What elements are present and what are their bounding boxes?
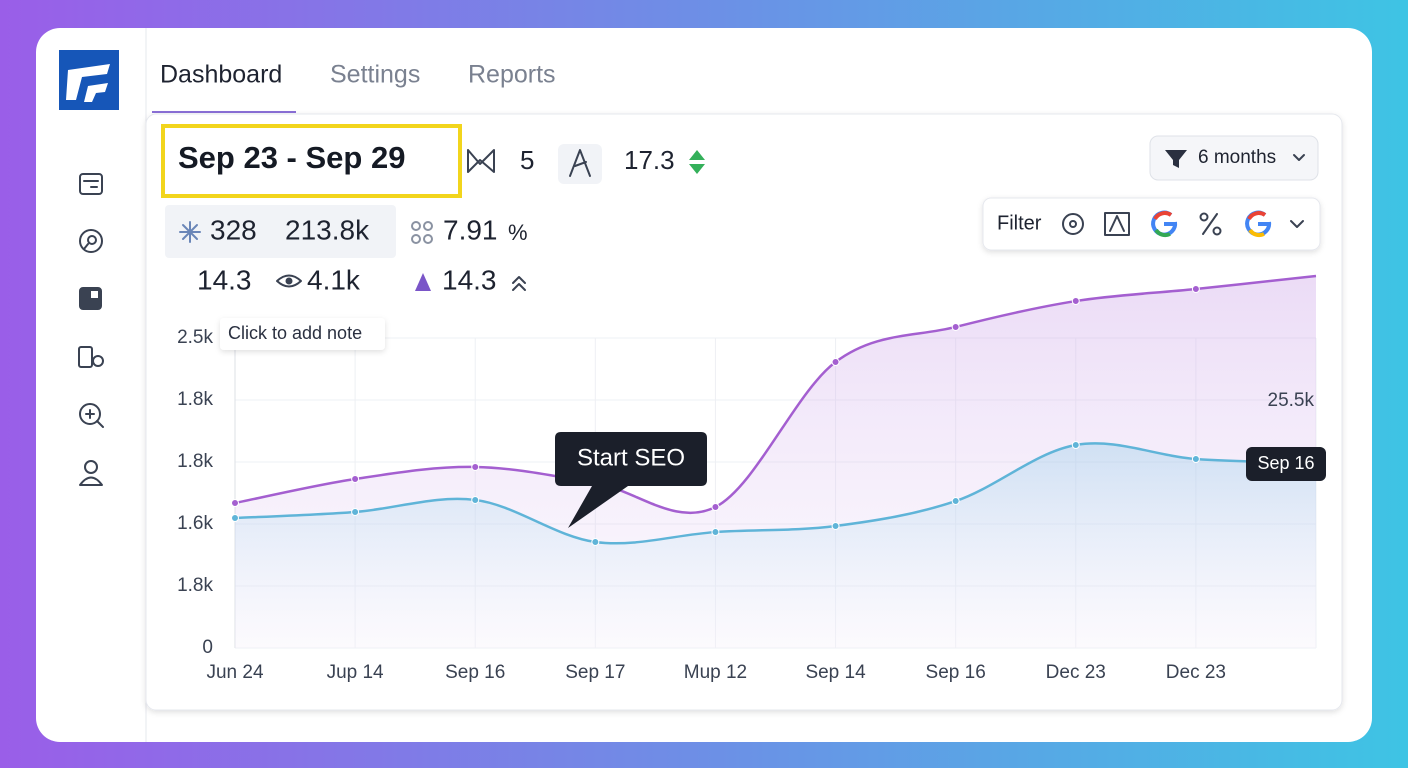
y-tick-label: 1.8k [177,389,213,410]
x-tick-label: Sep 14 [805,662,866,683]
point [351,474,360,483]
keywords-icon [179,221,201,243]
x-tick-label: Mup 12 [684,662,747,683]
x-tick-label: Jun 24 [206,662,263,683]
period-button[interactable] [1149,135,1319,181]
callout-text: Start SEO [577,444,685,471]
point [351,507,360,516]
filter-label[interactable]: Filter [997,212,1042,234]
x-tick-label: Dec 23 [1166,662,1226,683]
trend-icon [689,150,705,174]
chevron [1293,154,1305,161]
highlight-box [161,124,462,198]
tooltip-text: Click to add note [228,323,362,343]
point [831,521,840,530]
series-line [234,442,1317,545]
point [1071,441,1080,450]
funnel-icon [1165,150,1187,168]
logo [59,50,119,110]
area [235,443,1316,648]
point [951,497,960,506]
x-tick-label: Sep 17 [565,662,625,683]
point [1191,455,1200,464]
x-tick-label: Sep 16 [926,662,986,683]
tab-active[interactable]: Dashboard [160,61,282,89]
y-tick-label: 1.8k [177,575,213,596]
point [711,528,720,537]
stat: 328 [210,214,257,245]
date-tag [1246,447,1326,481]
sidebar-icons[interactable] [78,173,104,486]
point [471,495,480,504]
stat-group-bg [165,205,396,258]
point [951,322,960,331]
point [711,503,720,512]
tooltip [220,318,385,350]
rank-icon [415,273,431,291]
stat: 7.91 [443,214,498,245]
period-label[interactable]: 6 months [1198,147,1276,168]
rank-chevron [512,276,526,291]
links-icon [467,149,495,173]
tab[interactable]: Reports [468,61,556,89]
point [231,514,239,523]
x-tick-label: Dec 23 [1046,662,1106,683]
stat: 17.3 [624,145,675,175]
date-tag-text: Sep 16 [1257,453,1314,473]
y-tick-label: 1.6k [177,513,213,534]
y-tick-label: 0 [202,637,213,658]
rate-icon [411,221,433,244]
eye-icon [276,274,302,288]
series-line [234,274,1317,514]
date-range[interactable]: Sep 23 - Sep 29 [178,140,405,175]
filter-icons[interactable] [1062,210,1304,238]
point [231,499,239,508]
chart: 0 1.8k 1.6k 1.8k 1.8k 2.5k Jun 24 Jup 14 Sep 16 S… [177,274,1326,683]
stat-unit: % [508,220,528,245]
point [1071,297,1080,306]
callout [555,432,707,528]
stat: 4.1k [307,264,361,295]
y-tick-label: 1.8k [177,451,213,472]
right-label: 25.5k [1268,390,1315,411]
score-icon [569,149,591,177]
x-tick-label: Jup 14 [327,662,384,683]
stat: 213.8k [285,214,370,245]
point [471,462,480,471]
y-tick-label: 2.5k [177,327,213,348]
eye-pupil [285,277,293,285]
stat: 14.3 [442,264,497,295]
stat: 14.3 [197,264,252,295]
point [1191,285,1200,294]
point [831,358,840,367]
x-tick-label: Sep 16 [445,662,505,683]
stat: 5 [520,145,534,175]
point [591,537,600,546]
tab[interactable]: Settings [330,61,420,89]
